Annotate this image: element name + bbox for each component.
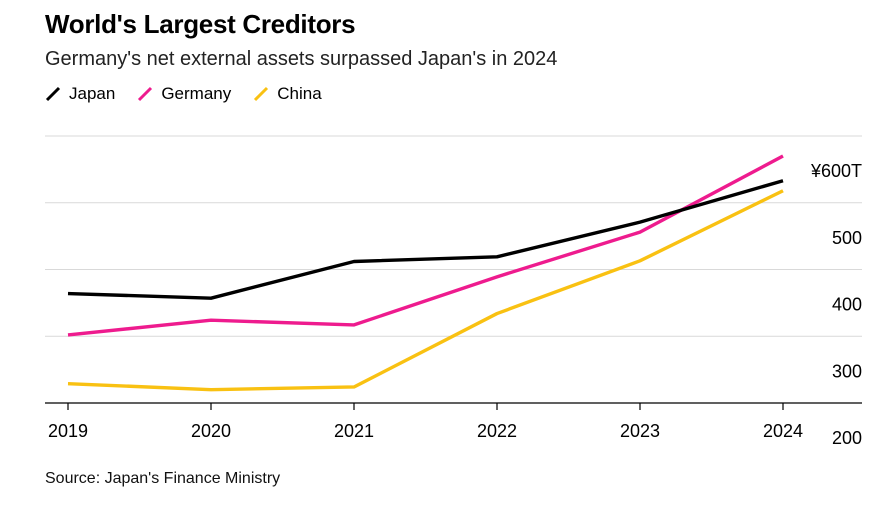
x-tick-label-2023: 2023 xyxy=(620,421,660,441)
series-line-germany xyxy=(67,154,784,337)
legend-label-germany: Germany xyxy=(161,84,232,103)
x-tick-label-2022: 2022 xyxy=(477,421,517,441)
x-tick-label-2020: 2020 xyxy=(191,421,231,441)
chart-subtitle: Germany's net external assets surpassed … xyxy=(45,48,558,70)
series-line-japan xyxy=(67,179,784,300)
y-tick-label-200: 200 xyxy=(832,428,862,448)
x-tick-label-2019: 2019 xyxy=(48,421,88,441)
chart-title: World's Largest Creditors xyxy=(45,9,356,39)
x-tick-label-2021: 2021 xyxy=(334,421,374,441)
y-tick-label-500: 500 xyxy=(832,228,862,248)
y-tick-label-300: 300 xyxy=(832,361,862,381)
legend-label-china: China xyxy=(277,84,322,103)
legend-swatch-china xyxy=(254,86,269,102)
y-tick-label-600: ¥600T xyxy=(810,161,862,181)
legend-item-germany: Germany xyxy=(137,84,231,104)
legend-item-china: China xyxy=(253,84,322,104)
legend-swatch-germany xyxy=(138,86,153,102)
legend-label-japan: Japan xyxy=(69,84,116,103)
series-line-china xyxy=(67,189,784,392)
legend-swatch-japan xyxy=(45,86,61,102)
source-note: Source: Japan's Finance Ministry xyxy=(45,470,281,487)
legend-item-japan: Japan xyxy=(45,84,115,104)
x-tick-label-2024: 2024 xyxy=(763,421,803,441)
legend: Japan Germany China xyxy=(45,84,344,104)
y-tick-label-400: 400 xyxy=(832,295,862,315)
